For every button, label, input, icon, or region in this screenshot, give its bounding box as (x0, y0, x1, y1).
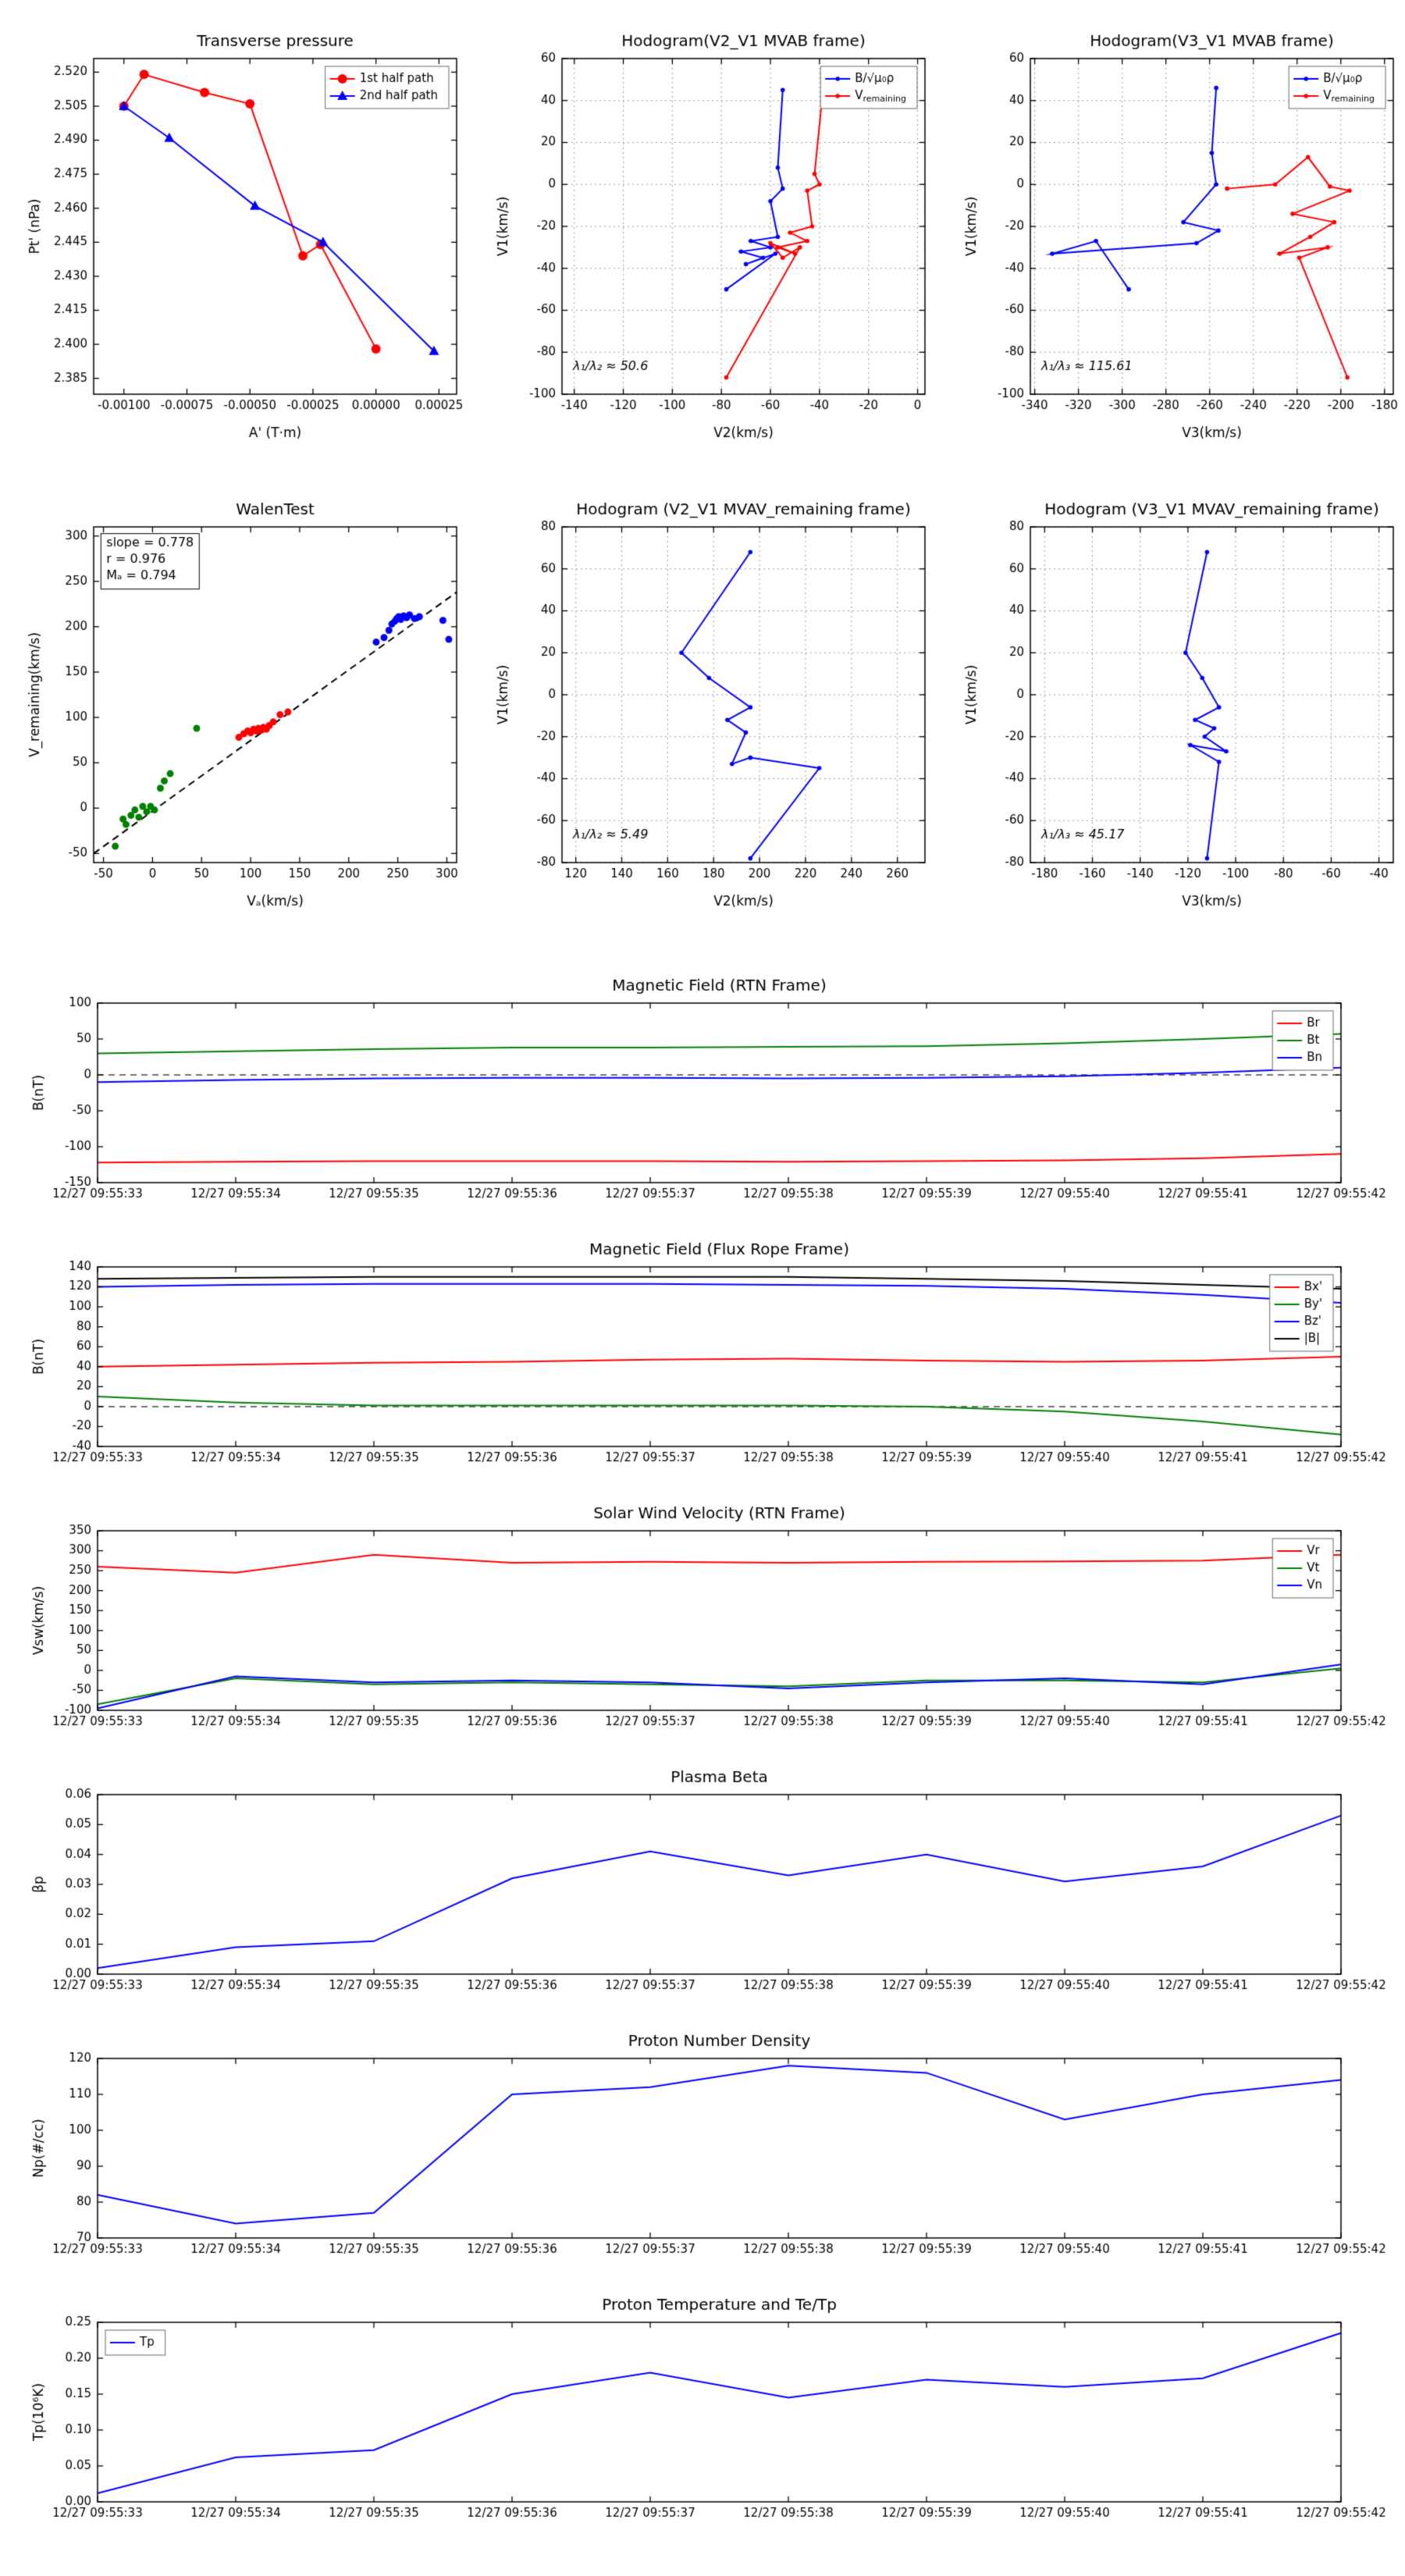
transverse-pressure-chart (16, 20, 468, 457)
magnetic-field-flux-rope-chart (16, 1232, 1389, 1489)
hodogram-v2v1-mvav-chart (484, 488, 937, 925)
proton-temperature-chart (16, 2287, 1389, 2545)
plasma-beta-chart (16, 1759, 1389, 2017)
solar-wind-velocity-chart (16, 1496, 1389, 1753)
hodogram-v2v1-mvab-chart (484, 20, 937, 457)
walen-test-chart (16, 488, 468, 925)
magnetic-field-rtn-chart (16, 968, 1389, 1226)
hodogram-v3v1-mvav-chart (952, 488, 1405, 925)
hodogram-v3v1-mvab-chart (952, 20, 1405, 457)
proton-density-chart (16, 2023, 1389, 2281)
